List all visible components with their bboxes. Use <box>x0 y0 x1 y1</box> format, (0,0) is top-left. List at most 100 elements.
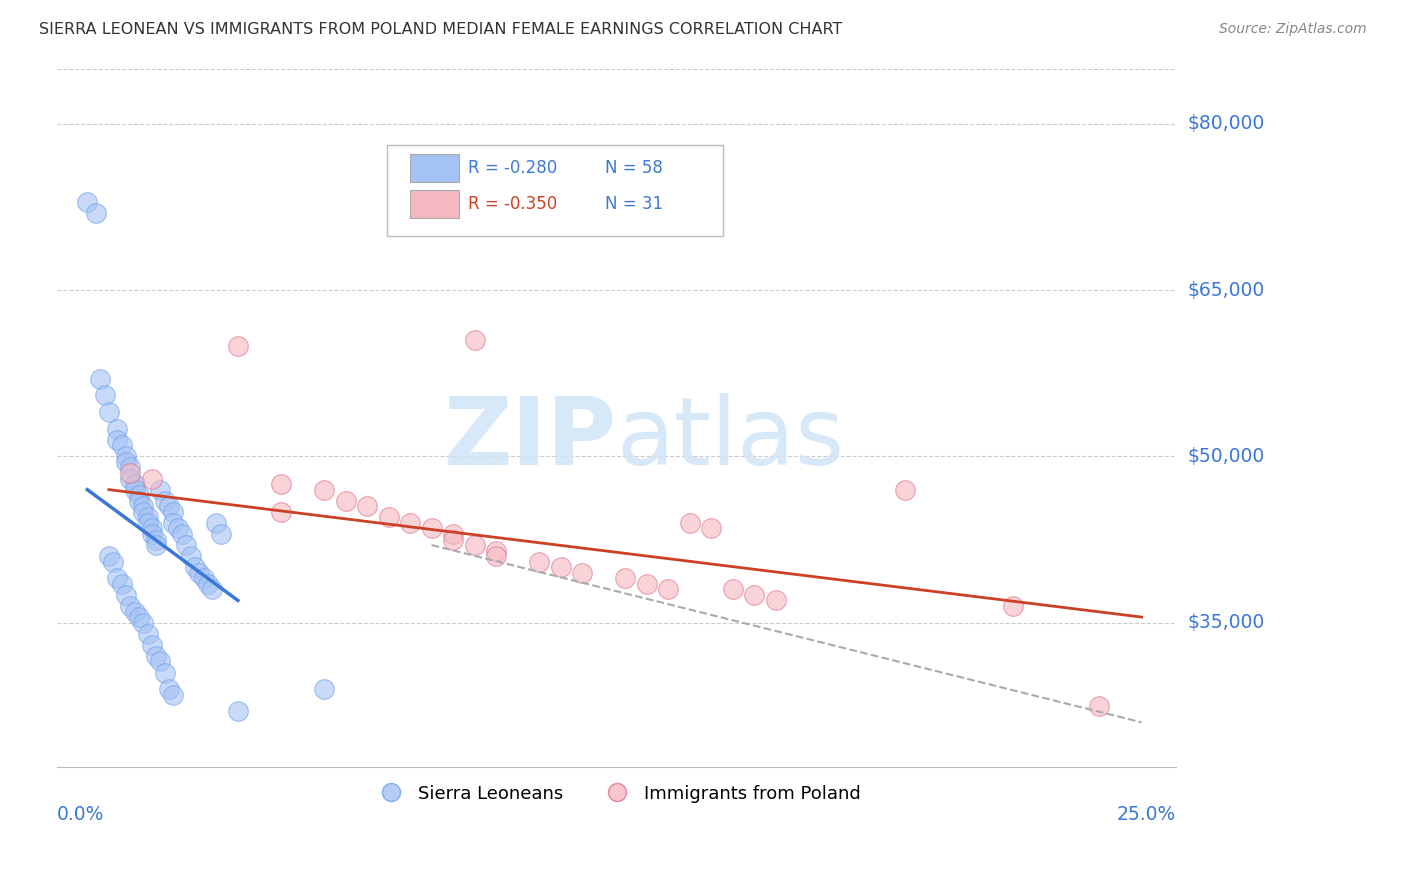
Point <box>157 500 180 514</box>
Point <box>270 505 292 519</box>
Point <box>377 510 399 524</box>
Point <box>162 505 184 519</box>
Point <box>894 483 917 497</box>
Point <box>136 510 159 524</box>
Text: ZIP: ZIP <box>444 392 617 484</box>
Point <box>124 605 146 619</box>
Text: $35,000: $35,000 <box>1187 613 1264 632</box>
Point <box>162 516 184 530</box>
FancyBboxPatch shape <box>409 190 458 218</box>
Point <box>335 493 357 508</box>
Point <box>145 538 167 552</box>
Point <box>166 521 188 535</box>
Point <box>197 577 219 591</box>
Point <box>153 665 176 680</box>
Point <box>441 533 464 547</box>
Point <box>149 483 172 497</box>
Point <box>312 682 335 697</box>
Text: Source: ZipAtlas.com: Source: ZipAtlas.com <box>1219 22 1367 37</box>
Point <box>657 582 679 597</box>
Text: R = -0.350: R = -0.350 <box>468 195 557 213</box>
Point <box>209 527 232 541</box>
Text: 25.0%: 25.0% <box>1116 805 1175 824</box>
Point <box>101 555 124 569</box>
Point <box>153 493 176 508</box>
Point <box>170 527 193 541</box>
Point <box>136 516 159 530</box>
Point <box>441 527 464 541</box>
Text: SIERRA LEONEAN VS IMMIGRANTS FROM POLAND MEDIAN FEMALE EARNINGS CORRELATION CHAR: SIERRA LEONEAN VS IMMIGRANTS FROM POLAND… <box>39 22 842 37</box>
Text: R = -0.280: R = -0.280 <box>468 159 557 177</box>
Point <box>120 599 142 613</box>
Point <box>97 405 120 419</box>
Point <box>399 516 422 530</box>
Point <box>120 460 142 475</box>
Point <box>157 682 180 697</box>
Point <box>145 533 167 547</box>
Point <box>115 455 138 469</box>
Text: N = 58: N = 58 <box>606 159 664 177</box>
Point <box>111 438 134 452</box>
Point <box>184 560 207 574</box>
Text: 0.0%: 0.0% <box>58 805 104 824</box>
Point <box>128 610 150 624</box>
Point <box>550 560 572 574</box>
Point <box>111 577 134 591</box>
Point <box>162 688 184 702</box>
FancyBboxPatch shape <box>387 145 723 236</box>
Point <box>132 505 155 519</box>
Point <box>614 571 637 585</box>
Point <box>226 338 249 352</box>
Point <box>765 593 787 607</box>
Text: N = 31: N = 31 <box>606 195 664 213</box>
Point <box>141 521 163 535</box>
Point <box>226 704 249 718</box>
Point <box>464 538 486 552</box>
Point <box>120 472 142 486</box>
Text: $80,000: $80,000 <box>1187 114 1264 134</box>
Point <box>270 477 292 491</box>
Point <box>107 571 129 585</box>
Point <box>89 372 111 386</box>
Point <box>1001 599 1024 613</box>
Point <box>721 582 744 597</box>
Point <box>120 466 142 480</box>
Point <box>124 483 146 497</box>
Point <box>145 648 167 663</box>
Point <box>356 500 378 514</box>
Text: $50,000: $50,000 <box>1187 447 1264 466</box>
Point <box>700 521 723 535</box>
Point <box>193 571 215 585</box>
Point <box>1087 698 1109 713</box>
Point <box>485 549 508 563</box>
Point <box>84 205 107 219</box>
Point <box>571 566 593 580</box>
Point <box>205 516 228 530</box>
Point <box>636 577 658 591</box>
FancyBboxPatch shape <box>409 153 458 182</box>
Point <box>485 543 508 558</box>
Point <box>136 626 159 640</box>
Point <box>132 500 155 514</box>
Point <box>128 488 150 502</box>
Point <box>115 588 138 602</box>
Point <box>420 521 443 535</box>
Point <box>188 566 211 580</box>
Point <box>141 527 163 541</box>
Legend: Sierra Leoneans, Immigrants from Poland: Sierra Leoneans, Immigrants from Poland <box>366 778 868 810</box>
Point <box>174 538 197 552</box>
Point <box>107 422 129 436</box>
Point <box>97 549 120 563</box>
Point <box>312 483 335 497</box>
Point <box>744 588 766 602</box>
Point <box>679 516 702 530</box>
Point <box>141 638 163 652</box>
Point <box>115 450 138 464</box>
Point <box>464 333 486 347</box>
Point <box>180 549 202 563</box>
Point <box>124 477 146 491</box>
Text: atlas: atlas <box>617 392 845 484</box>
Point <box>201 582 224 597</box>
Point <box>76 194 98 209</box>
Text: $65,000: $65,000 <box>1187 281 1264 300</box>
